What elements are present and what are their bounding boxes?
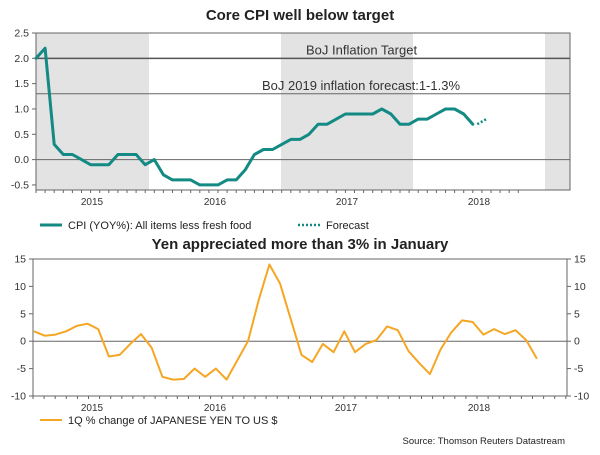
reference-line-label: BoJ Inflation Target [306,42,417,57]
x-tick-label: 2018 [468,197,491,208]
forecast-legend-label: Forecast [326,220,369,232]
reference-line-label: BoJ 2019 inflation forecast:1-1.3% [262,78,460,93]
x-tick-label: 2015 [81,197,104,208]
y-tick-label: 1.0 [14,103,29,115]
cpi-legend-label: CPI (YOY%): All items less fresh food [68,220,251,232]
shaded-year-band [36,33,149,190]
y-tick-label: -0.5 [11,179,29,191]
x-tick-label: 2015 [81,403,104,414]
y-tick-label-left: 5 [20,308,26,320]
y-tick-label-right: 15 [574,254,586,266]
y-tick-label-left: -10 [11,391,26,403]
y-tick-label-left: 10 [14,281,26,293]
cpi-series-line [34,46,475,187]
shaded-year-band [545,33,570,190]
yen-chart-title: Yen appreciated more than 3% in January [152,236,449,253]
x-tick-label: 2016 [204,403,227,414]
forecast-series-line [476,118,488,126]
cpi-plot-frame [35,32,571,191]
cpi-chart: Core CPI well below target BoJ Inflation… [11,7,571,232]
source-note: Source: Thomson Reuters Datastream [403,436,566,447]
y-tick-label-left: 0 [20,336,26,348]
y-tick-label: 0.0 [14,154,29,166]
x-tick-label: 2017 [335,403,358,414]
y-tick-label: 2.0 [14,53,29,65]
y-tick-label-right: 0 [574,336,580,348]
cpi-chart-title: Core CPI well below target [206,7,394,24]
x-tick-label: 2017 [336,197,359,208]
y-tick-label-left: 15 [14,254,26,266]
y-tick-label: 0.5 [14,129,29,141]
yen-series-line [33,263,538,381]
y-tick-label-right: -10 [574,391,589,403]
y-tick-label: 2.5 [14,28,29,40]
x-tick-label: 2016 [204,197,227,208]
y-tick-label-left: -5 [17,363,26,375]
y-tick-label-right: 5 [574,308,580,320]
y-tick-label-right: 10 [574,281,586,293]
shaded-year-band [281,33,413,190]
yen-legend-label: 1Q % change of JAPANESE YEN TO US $ [68,415,278,427]
x-tick-label: 2018 [468,403,491,414]
yen-plot-frame [32,258,568,397]
y-tick-label: 1.5 [14,78,29,90]
yen-chart: Yen appreciated more than 3% in January … [11,236,590,447]
y-tick-label-right: -5 [574,363,583,375]
